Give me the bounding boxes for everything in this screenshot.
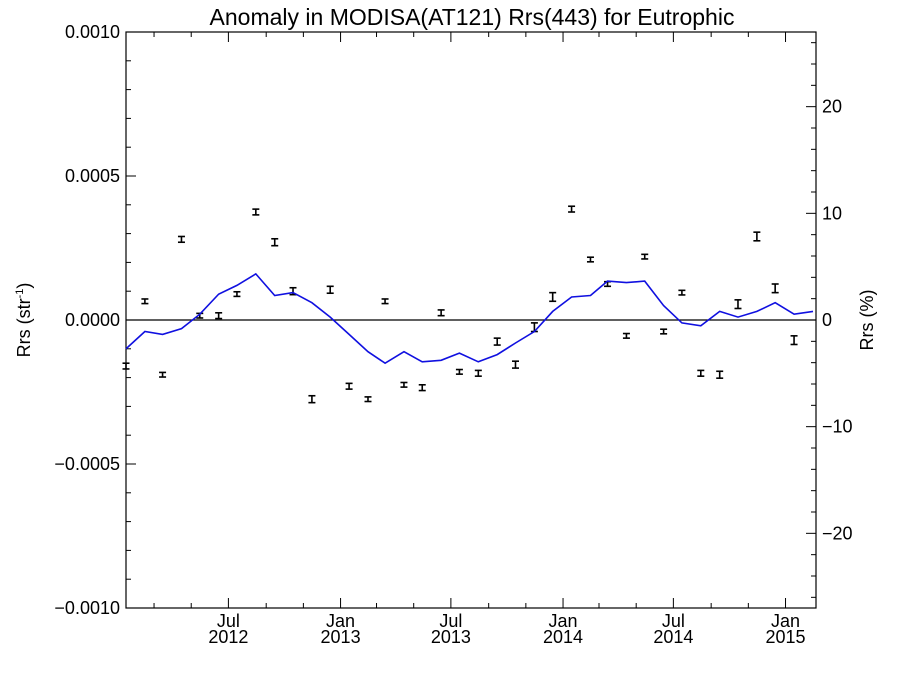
- left-y-axis: 0.0010 0.0005 0.0000 −0.0005 −0.0010: [54, 22, 136, 618]
- anomaly-point: [215, 311, 223, 320]
- left-tick-label: −0.0010: [54, 598, 120, 618]
- x-tick-month-label: Jan: [549, 611, 578, 631]
- anomaly-point: [122, 362, 130, 370]
- anomaly-point: [511, 360, 519, 369]
- anomaly-point: [716, 370, 724, 379]
- left-tick-label: 0.0010: [65, 22, 120, 42]
- anomaly-point: [790, 335, 798, 346]
- x-tick-month-label: Jul: [217, 611, 240, 631]
- x-tick-year-label: 2014: [653, 627, 693, 647]
- x-tick-month-label: Jan: [771, 611, 800, 631]
- left-tick-label: −0.0005: [54, 454, 120, 474]
- anomaly-point: [400, 381, 408, 388]
- anomaly-point: [586, 256, 594, 263]
- anomaly-point: [660, 328, 668, 335]
- anomaly-point: [418, 383, 426, 392]
- anomaly-point: [771, 283, 779, 294]
- anomaly-point: [734, 299, 742, 310]
- anomaly-points-series: [122, 205, 798, 404]
- right-tick-label: −20: [822, 523, 853, 543]
- anomaly-point: [455, 368, 463, 375]
- x-tick-year-label: 2012: [208, 627, 248, 647]
- right-tick-label: 20: [822, 97, 842, 117]
- anomaly-point: [549, 291, 557, 303]
- anomaly-point: [437, 309, 445, 317]
- x-tick-month-label: Jul: [439, 611, 462, 631]
- anomaly-point: [753, 231, 761, 242]
- anomaly-point: [493, 337, 501, 346]
- smoothed-anomaly-line: [125, 272, 814, 365]
- anomaly-point: [622, 332, 630, 339]
- anomaly-point: [271, 237, 279, 247]
- anomaly-point: [364, 396, 372, 403]
- x-axis: Jul2012Jan2013Jul2013Jan2014Jul2014Jan20…: [153, 32, 806, 647]
- x-tick-year-label: 2014: [543, 627, 583, 647]
- x-tick-year-label: 2015: [765, 627, 805, 647]
- x-tick-year-label: 2013: [321, 627, 361, 647]
- right-y-axis-label: Rrs (%): [857, 290, 877, 351]
- anomaly-point: [345, 382, 353, 390]
- x-tick-month-label: Jul: [662, 611, 685, 631]
- right-y-axis: 20 10 0 −10 −20: [806, 42, 853, 598]
- right-tick-label: −10: [822, 417, 853, 437]
- anomaly-point: [233, 290, 241, 298]
- anomaly-point: [308, 394, 316, 404]
- anomaly-point: [381, 298, 389, 305]
- chart-title: Anomaly in MODISA(AT121) Rrs(443) for Eu…: [210, 4, 735, 30]
- left-y-axis-label: Rrs (str-1): [14, 283, 34, 358]
- anomaly-point: [568, 205, 576, 213]
- right-tick-label: 10: [822, 203, 842, 223]
- left-tick-label: 0.0000: [65, 310, 120, 330]
- anomaly-point: [177, 235, 185, 244]
- x-tick-month-label: Jan: [326, 611, 355, 631]
- anomaly-point: [159, 371, 167, 378]
- anomaly-point: [678, 289, 686, 296]
- anomaly-point: [326, 285, 334, 295]
- left-tick-label: 0.0005: [65, 166, 120, 186]
- x-tick-year-label: 2013: [431, 627, 471, 647]
- anomaly-point: [697, 369, 705, 377]
- anomaly-point: [474, 369, 482, 377]
- anomaly-point: [530, 322, 538, 333]
- anomaly-point: [641, 253, 649, 260]
- right-tick-label: 0: [822, 310, 832, 330]
- anomaly-point: [252, 208, 260, 216]
- anomaly-point: [141, 298, 149, 305]
